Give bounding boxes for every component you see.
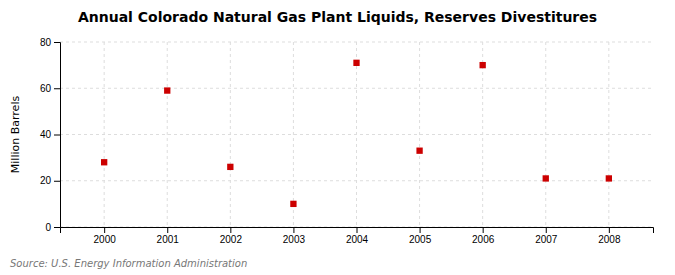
plot-area: 2000 2001 2002 2003 2004 2005 2006 2007 2008 0 20 4… xyxy=(40,37,654,245)
tick-mark xyxy=(54,135,60,136)
tick-mark xyxy=(609,227,610,233)
tick-label: 2007 xyxy=(535,234,558,245)
point xyxy=(101,159,107,165)
tick-label: 2008 xyxy=(598,234,621,245)
tick-label: 2001 xyxy=(157,234,180,245)
tick-mark xyxy=(546,227,547,233)
tick: 40 xyxy=(40,129,60,140)
tick-label: 40 xyxy=(40,129,52,140)
grid-line xyxy=(104,42,105,227)
point xyxy=(227,164,233,170)
axis-line xyxy=(54,43,61,228)
tick-label: 2002 xyxy=(220,234,243,245)
tick-mark xyxy=(357,227,358,233)
tick: 0 xyxy=(45,222,60,233)
grid xyxy=(60,42,653,227)
grid-line xyxy=(293,42,294,227)
grid-line xyxy=(482,42,483,227)
grid-line xyxy=(545,42,546,227)
tick-label: 80 xyxy=(40,37,52,48)
x-axis: 2000 2001 2002 2003 2004 2005 2006 2007 2008 xyxy=(61,227,654,245)
tick: 2008 xyxy=(598,227,621,245)
tick: 2004 xyxy=(346,227,369,245)
chart: 2000 2001 2002 2003 2004 2005 2006 2007 2008 0 20 4… xyxy=(0,0,675,275)
tick-label: 2005 xyxy=(409,234,432,245)
tick: 2001 xyxy=(157,227,180,245)
grid-line xyxy=(60,88,653,89)
grid-line xyxy=(608,42,609,227)
tick: 80 xyxy=(40,37,60,48)
tick: 2003 xyxy=(283,227,306,245)
tick-mark xyxy=(293,227,294,233)
tick: 2007 xyxy=(535,227,558,245)
grid-line xyxy=(419,42,420,227)
tick-label: 2006 xyxy=(472,234,495,245)
grid-line xyxy=(167,42,168,227)
tick: 2002 xyxy=(220,227,243,245)
grid-line xyxy=(230,42,231,227)
tick: 2000 xyxy=(94,227,117,245)
tick-label: 0 xyxy=(45,222,51,233)
y-axis-title: Million Barrels xyxy=(9,96,22,174)
source-note: Source: U.S. Energy Information Administ… xyxy=(10,258,247,269)
tick-label: 20 xyxy=(40,175,52,186)
tick-mark xyxy=(54,88,60,89)
tick-mark xyxy=(54,181,60,182)
tick: 60 xyxy=(40,83,60,94)
point xyxy=(164,87,170,93)
tick-label: 2000 xyxy=(94,234,117,245)
point xyxy=(290,201,296,207)
tick-label: 2004 xyxy=(346,234,369,245)
points xyxy=(101,60,612,207)
tick-label: 60 xyxy=(40,83,52,94)
point xyxy=(416,148,422,154)
axis-line xyxy=(61,228,654,234)
tick-mark xyxy=(167,227,168,233)
tick-mark xyxy=(230,227,231,233)
tick-mark xyxy=(54,227,60,228)
y-axis: 0 20 40 60 80 xyxy=(40,37,61,233)
tick-mark xyxy=(483,227,484,233)
point xyxy=(480,62,486,68)
tick: 2005 xyxy=(409,227,432,245)
title: Annual Colorado Natural Gas Plant Liquid… xyxy=(78,9,597,25)
tick-mark xyxy=(54,42,60,43)
tick: 2006 xyxy=(472,227,495,245)
point xyxy=(353,60,359,66)
point xyxy=(606,175,612,181)
grid-line xyxy=(356,42,357,227)
tick-label: 2003 xyxy=(283,234,306,245)
tick-mark xyxy=(420,227,421,233)
tick-mark xyxy=(104,227,105,233)
tick: 20 xyxy=(40,175,60,186)
point xyxy=(543,175,549,181)
